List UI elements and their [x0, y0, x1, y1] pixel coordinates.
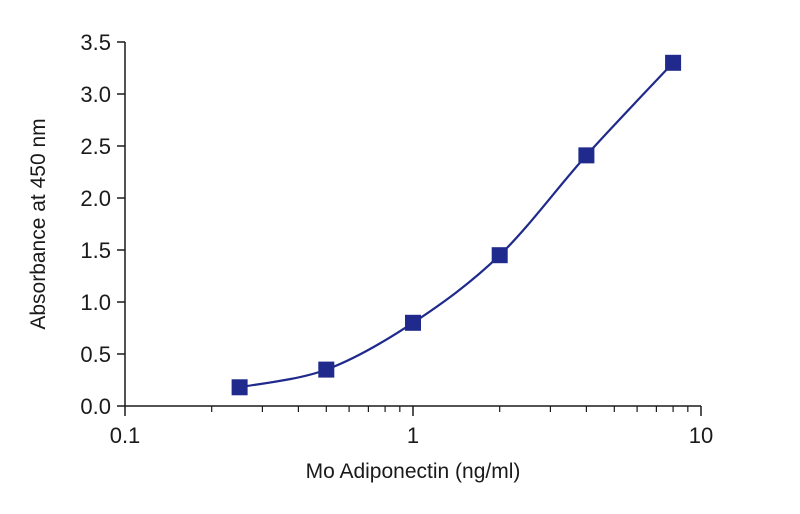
y-ticks: 0.0 0.5 1.0 1.5 2.0 2.5 3.0 3.5 — [80, 30, 125, 419]
x-tick-label: 0.1 — [110, 423, 141, 448]
y-tick-label: 3.5 — [80, 30, 111, 55]
y-tick-label: 1.0 — [80, 290, 111, 315]
y-tick-label: 3.0 — [80, 82, 111, 107]
data-point — [231, 379, 248, 396]
y-tick-label: 0.0 — [80, 394, 111, 419]
data-point — [578, 147, 595, 164]
x-tick-label: 10 — [689, 423, 713, 448]
x-ticks: 0.1 1 10 — [110, 406, 713, 448]
data-point — [665, 54, 682, 71]
y-tick-label: 2.0 — [80, 186, 111, 211]
axes — [124, 42, 701, 407]
y-tick-label: 0.5 — [80, 342, 111, 367]
plot-area — [231, 54, 682, 396]
data-point — [405, 314, 421, 331]
x-tick-label: 1 — [407, 423, 419, 448]
x-axis-label: Mo Adiponectin (ng/ml) — [306, 460, 521, 483]
data-point — [491, 247, 508, 264]
y-tick-label: 2.5 — [80, 134, 111, 159]
data-point — [318, 361, 335, 378]
y-tick-label: 1.5 — [80, 238, 111, 263]
y-axis-label: Absorbance at 450 nm — [27, 118, 50, 329]
fit-curve — [239, 62, 674, 389]
